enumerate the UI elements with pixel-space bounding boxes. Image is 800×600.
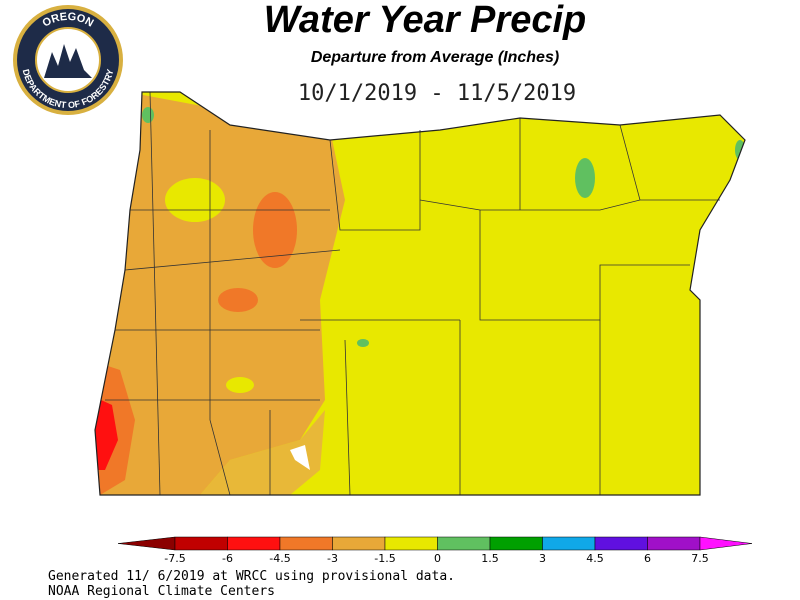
zone-green	[575, 158, 595, 198]
zone-dark-orange	[218, 288, 258, 312]
legend-label: 4.5	[586, 552, 604, 565]
subtitle: Departure from Average (Inches)	[311, 49, 559, 66]
legend-label: 1.5	[481, 552, 499, 565]
legend: -7.5 -6 -4.5 -3 -1.5 0 1.5 3 4.5 6 7.5	[117, 536, 753, 565]
lake	[290, 445, 310, 470]
zone-orange	[95, 92, 345, 495]
footer-line: Generated 11/ 6/2019 at WRCC using provi…	[48, 569, 455, 584]
logo-top: OREGON	[41, 11, 96, 30]
legend-label: -4.5	[269, 552, 290, 565]
zone-green	[142, 107, 154, 123]
zone-yellow-patch	[165, 178, 225, 222]
title: Water Year Precip	[264, 0, 586, 41]
map-fill	[95, 92, 745, 495]
legend-swatch	[174, 536, 228, 551]
legend-swatch	[332, 536, 386, 551]
logo-text: OREGON	[41, 11, 96, 30]
legend-label: -6	[222, 552, 233, 565]
legend-swatch	[227, 536, 281, 551]
legend-arrow	[699, 536, 753, 551]
logo-trees	[44, 44, 92, 78]
legend-swatch	[647, 536, 701, 551]
legend-swatch	[279, 536, 333, 551]
footer-line: NOAA Regional Climate Centers	[48, 584, 275, 599]
legend-arrow	[117, 536, 176, 551]
legend-swatch	[384, 536, 438, 551]
zone-orange-light	[200, 410, 325, 495]
zone-green	[357, 339, 369, 347]
legend-label: 7.5	[691, 552, 709, 565]
state-outline	[94, 91, 746, 496]
logo: OREGON DEPARTMENT OF FORESTRY	[13, 5, 123, 115]
zone-yellow-patch	[226, 377, 254, 393]
legend-swatch	[542, 536, 596, 551]
legend-label: -3	[327, 552, 338, 565]
legend-label: -1.5	[374, 552, 395, 565]
county-lines	[105, 91, 720, 496]
zone-dark-orange	[253, 192, 297, 268]
legend-label: 6	[644, 552, 651, 565]
date-range: 10/1/2019 - 11/5/2019	[298, 81, 576, 106]
legend-label: 3	[539, 552, 546, 565]
legend-swatch	[594, 536, 648, 551]
legend-label: -7.5	[164, 552, 185, 565]
legend-swatch	[489, 536, 543, 551]
legend-label: 0	[434, 552, 441, 565]
oregon-map	[94, 91, 746, 496]
legend-swatch	[437, 536, 491, 551]
